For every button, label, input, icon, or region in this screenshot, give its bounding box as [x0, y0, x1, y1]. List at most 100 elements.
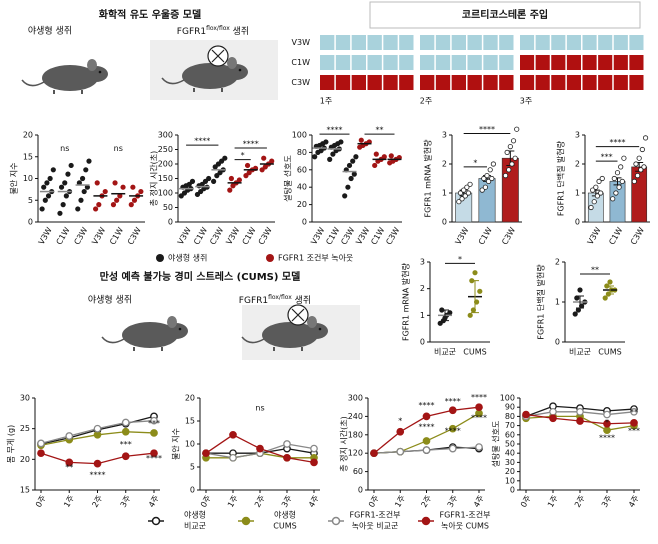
schedule-cell [520, 35, 535, 50]
label-sup: flox/flox [268, 294, 292, 301]
y-tick-label: 150 [158, 174, 173, 183]
y-axis-label: 총 정지 시간(초) [339, 416, 349, 472]
data-point [60, 202, 66, 208]
data-point [598, 190, 604, 196]
data-point [198, 188, 204, 195]
y-axis-label: 설탕물 선호도 [283, 155, 293, 202]
schedule-cell [535, 75, 550, 90]
data-point [381, 154, 387, 160]
data-point [507, 144, 513, 150]
x-tick-label: 4주 [627, 494, 641, 509]
data-point [593, 184, 599, 190]
data-point [618, 164, 624, 170]
data-point [610, 196, 616, 202]
y-tick-label: 0 [510, 486, 515, 495]
series-marker [229, 453, 237, 462]
x-tick-label: C1W [241, 226, 258, 247]
y-tick-label: 1 [575, 189, 580, 198]
series-marker [422, 412, 431, 421]
x-tick-label: C1W [324, 226, 341, 247]
schedule-cell [566, 55, 581, 70]
data-point [616, 184, 622, 190]
data-point [41, 184, 47, 190]
series-marker [283, 440, 291, 448]
data-point [342, 193, 348, 199]
series-marker [370, 449, 378, 458]
x-tick-label: 1주 [393, 494, 407, 509]
schedule-cell [467, 55, 482, 70]
schedule-cell [420, 55, 435, 70]
y-tick-label: 1 [555, 298, 560, 307]
data-point [638, 167, 644, 173]
series-marker [422, 437, 431, 445]
data-point [514, 126, 520, 132]
data-point [323, 139, 329, 145]
schedule-cell [367, 55, 382, 70]
schedule-cell [335, 75, 351, 90]
schedule-cell [467, 75, 482, 90]
data-point [642, 135, 649, 141]
x-tick-label: C1W [108, 226, 125, 247]
data-point [481, 175, 487, 182]
x-tick-label: 비교군 [569, 348, 591, 357]
label-part: FGFR1 [177, 27, 206, 37]
significance-label: **** [599, 434, 615, 443]
y-tick-label: 25 [20, 424, 30, 433]
schedule-cell [613, 75, 628, 90]
y-tick-label: 120 [348, 449, 363, 458]
data-point [590, 187, 596, 193]
schedule-cell [367, 35, 382, 50]
data-point [504, 149, 510, 155]
mouse-label: FGFR1flox/flox 생쥐 [177, 25, 249, 37]
series-marker [121, 452, 130, 461]
knockout-x [291, 308, 305, 322]
schedule-cell [420, 35, 435, 50]
data-point [485, 178, 492, 184]
data-point [327, 156, 333, 162]
data-point [457, 190, 464, 196]
series-marker [150, 429, 158, 437]
series-marker [310, 458, 318, 467]
x-tick-label: V3W [309, 226, 326, 247]
y-tick-label: 3 [420, 258, 425, 267]
y-tick-label: 0 [358, 486, 363, 495]
schedule-cell [551, 75, 566, 90]
legend-label: CUMS [273, 522, 296, 531]
series-marker [310, 444, 318, 453]
significance-label: ** [630, 408, 638, 417]
series-marker [603, 410, 611, 419]
schedule-cell [351, 35, 366, 50]
data-point [510, 138, 517, 144]
y-tick-label: 50 [163, 203, 173, 212]
significance-label: *** [120, 440, 132, 449]
data-point [619, 178, 625, 184]
x-tick-label: 비교군 [434, 348, 456, 357]
data-point [599, 175, 605, 182]
y-tick-label: 100 [158, 189, 173, 198]
mouse-eye [238, 68, 242, 72]
data-point [484, 173, 490, 179]
data-point [348, 175, 354, 182]
data-point [215, 161, 222, 167]
x-tick-label: V3W [90, 226, 107, 247]
data-point [181, 190, 188, 196]
series-marker [549, 414, 557, 423]
data-point [138, 188, 144, 195]
significance-label: **** [419, 401, 435, 410]
label-part: 생쥐 [292, 295, 311, 306]
week-label: 2주 [420, 97, 432, 106]
data-point [611, 175, 617, 182]
x-tick-label: C1W [55, 226, 72, 247]
series-marker [150, 449, 158, 458]
y-axis-label: FGFR1 mRNA 발현량 [423, 139, 433, 218]
x-tick-label: C3W [384, 226, 401, 247]
data-point [131, 197, 138, 203]
x-tick-label: 1주 [546, 494, 560, 509]
schedule-cell [451, 75, 466, 90]
y-tick-label: 15 [20, 486, 30, 495]
data-point [472, 270, 478, 276]
data-point [479, 187, 485, 193]
legend-label: 야생형 생쥐 [168, 253, 207, 263]
mouse-ear [307, 316, 317, 328]
series-marker [603, 426, 611, 435]
